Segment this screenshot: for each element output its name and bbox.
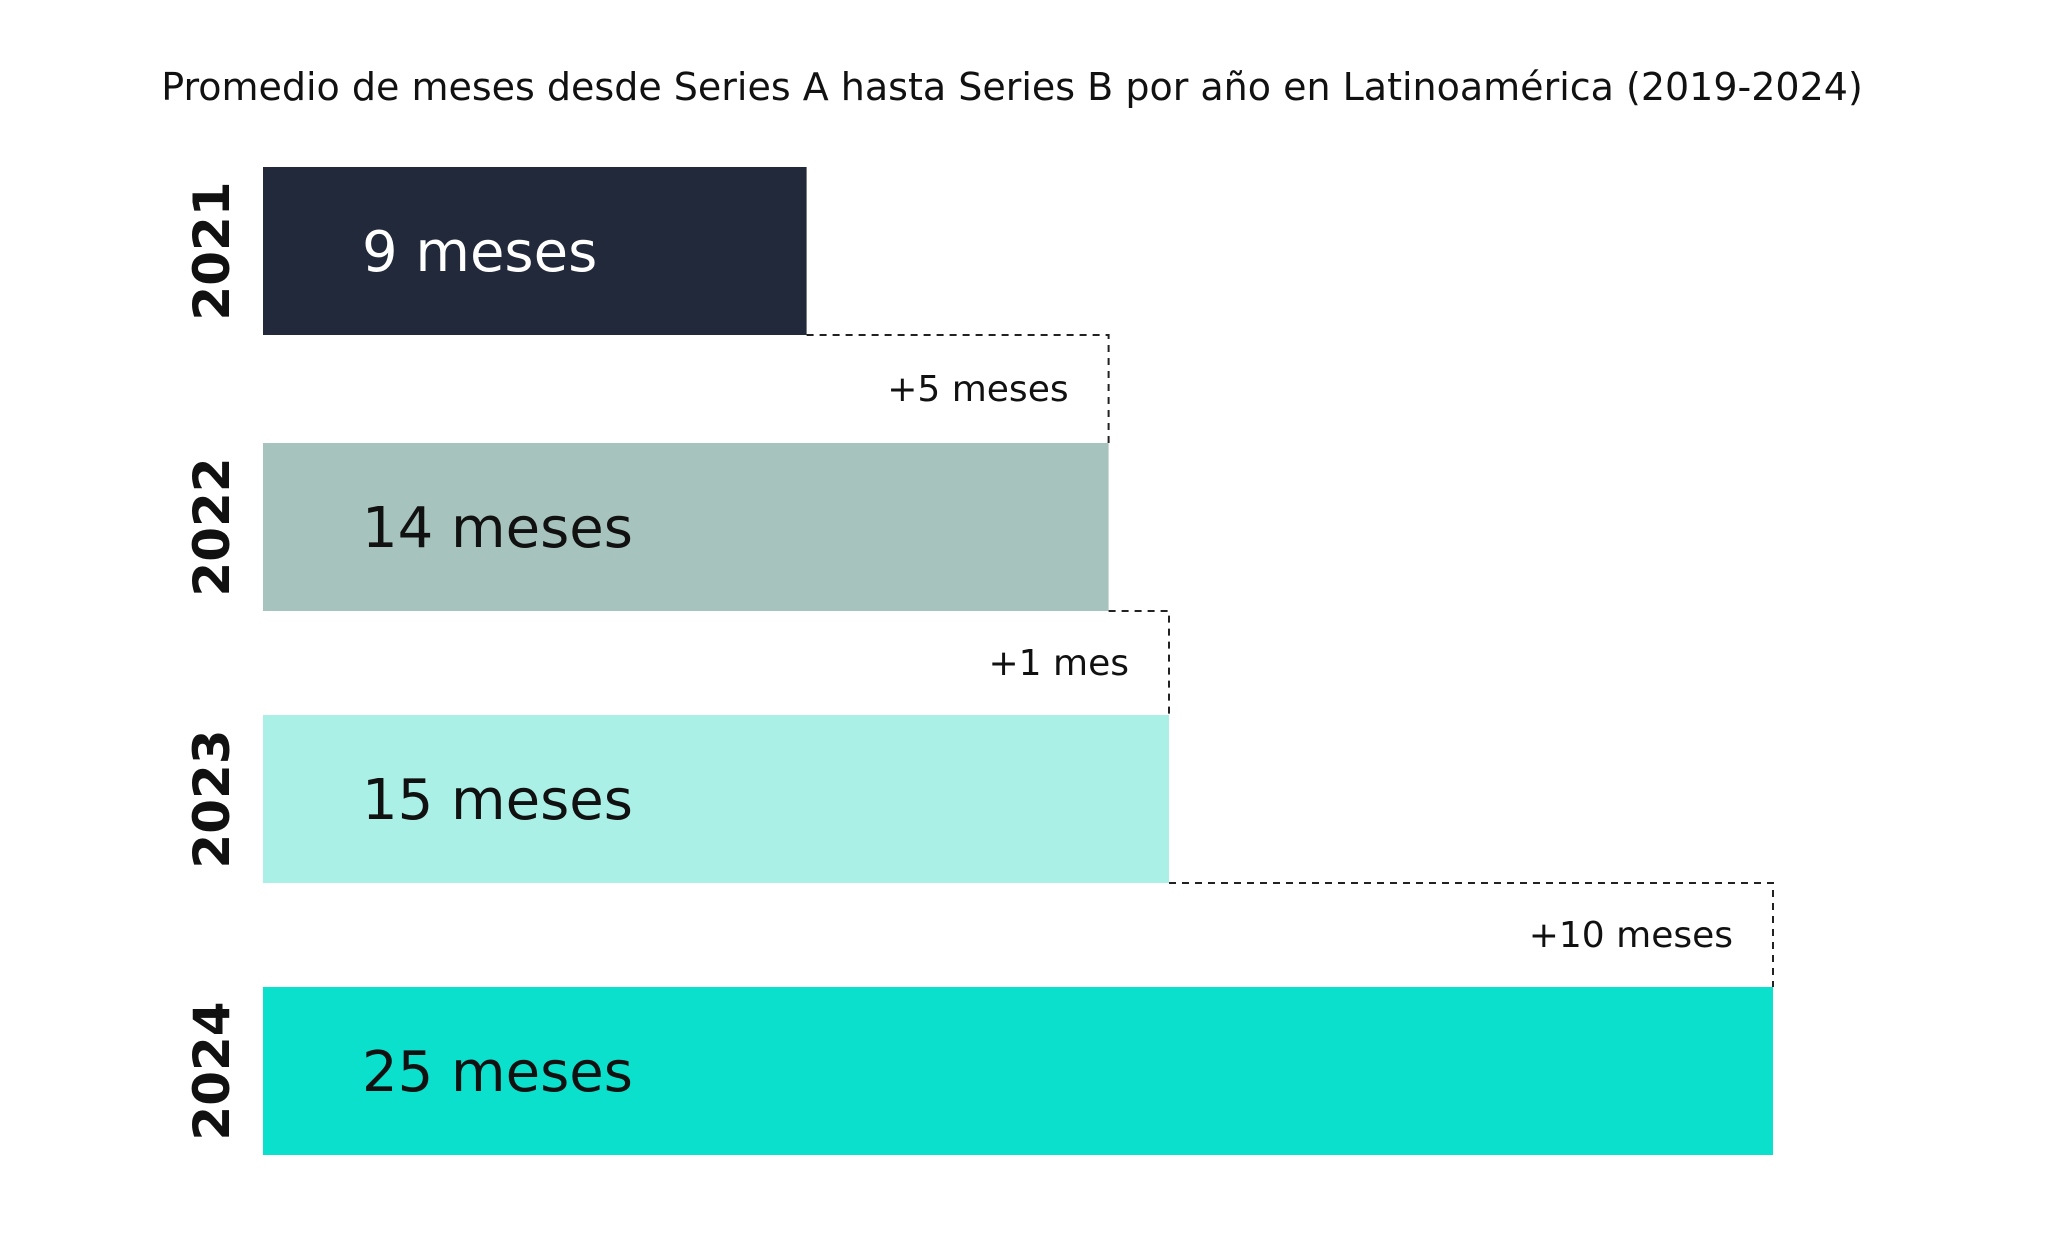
bar-2022 (263, 443, 1109, 611)
bar-2021 (263, 167, 807, 335)
bar-value-label-2023: 15 meses (362, 768, 633, 833)
difference-label-2024: +10 meses (1529, 915, 1733, 956)
year-label-2021: 2021 (183, 181, 241, 320)
difference-connectors (806, 334, 1774, 987)
year-label-2024: 2024 (183, 1001, 241, 1140)
bars-layer (263, 167, 1773, 1155)
difference-label-2023: +1 mes (989, 643, 1129, 684)
chart-title: Promedio de meses desde Series A hasta S… (161, 65, 1863, 109)
labels-layer: 9 meses 2021 14 meses 2022 15 meses 2023 25 me… (183, 181, 1733, 1140)
bar-2023 (263, 715, 1169, 883)
difference-label-2022: +5 meses (887, 369, 1068, 410)
year-label-2023: 2023 (183, 729, 241, 868)
bar-value-label-2021: 9 meses (362, 220, 597, 285)
year-label-2022: 2022 (183, 457, 241, 596)
bar-value-label-2024: 25 meses (362, 1040, 633, 1105)
bar-2024 (263, 987, 1773, 1155)
difference-connector-2022 (806, 334, 1110, 443)
difference-connector-2024 (1169, 882, 1774, 987)
bar-value-label-2022: 14 meses (362, 496, 633, 561)
